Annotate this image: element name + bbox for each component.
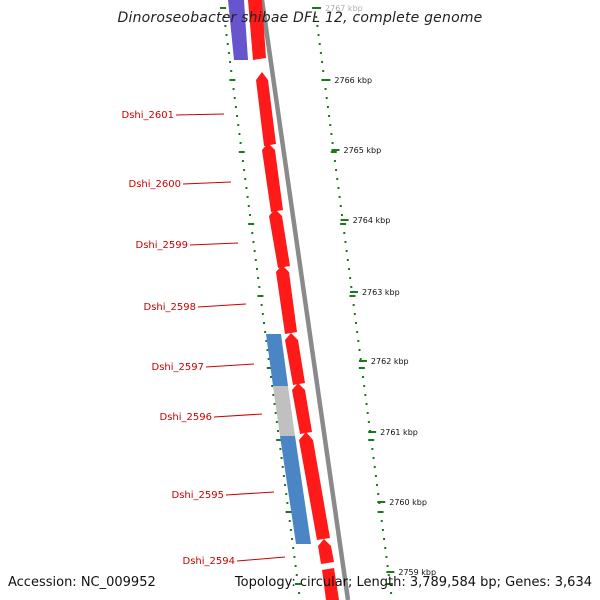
ruler-label: 2763 kbp xyxy=(362,288,400,297)
gene-leader-line xyxy=(225,491,275,496)
gene-arrow-dshi-2598 xyxy=(276,265,297,334)
gene-arrow-dshi-2599 xyxy=(269,209,290,268)
gene-arrow-dshi-2594 xyxy=(318,539,334,564)
topology-text: Topology: circular; Length: 3,789,584 bp… xyxy=(234,575,592,590)
ruler-label: 2764 kbp xyxy=(353,216,391,225)
gene-arrow-dshi-2601 xyxy=(256,72,276,146)
gene-label: Dshi_2596 xyxy=(160,412,212,423)
gene-leader-line xyxy=(189,242,239,246)
ruler-label: 2759 kbp xyxy=(398,568,436,577)
gene-block-dshi-2596 xyxy=(273,386,295,436)
gene-label: Dshi_2601 xyxy=(122,110,174,121)
gene-label: Dshi_2599 xyxy=(136,240,188,251)
genome-backbone xyxy=(259,0,351,600)
reverse-strand-genes xyxy=(228,0,311,544)
gene-label: Dshi_2594 xyxy=(183,556,235,567)
gene-label: Dshi_2598 xyxy=(144,302,196,313)
gene-label: Dshi_2597 xyxy=(152,362,204,373)
gene-block-purple xyxy=(228,0,248,60)
accession-text: Accession: NC_009952 xyxy=(8,575,156,590)
ruler-label: 2760 kbp xyxy=(389,498,427,507)
gene-arrow-top xyxy=(248,0,266,60)
ruler-label: 2767 kbp xyxy=(325,4,363,13)
gene-block-dshi-2595 xyxy=(280,436,311,544)
gene-leader-line xyxy=(205,363,255,368)
gene-arrow-dshi-2596b xyxy=(292,383,312,434)
ruler-label: 2762 kbp xyxy=(371,357,409,366)
gene-arrow-dshi-2597b xyxy=(285,333,305,385)
gene-leader-line xyxy=(175,113,225,116)
ruler-label: 2765 kbp xyxy=(344,146,382,155)
gene-leader-line xyxy=(213,413,263,418)
gene-arrow-bottom xyxy=(322,568,339,600)
inner-tick-ring xyxy=(220,7,301,594)
gene-labels: Dshi_2601 Dshi_2600 Dshi_2599 Dshi_2598 Dshi… xyxy=(122,110,286,567)
gene-arrow-dshi-2595b xyxy=(299,432,330,540)
gene-label: Dshi_2595 xyxy=(172,490,224,501)
gene-leader-line xyxy=(182,181,232,185)
gene-label: Dshi_2600 xyxy=(129,179,181,190)
gene-block-dshi-2597 xyxy=(266,334,288,386)
gene-arrow-dshi-2600 xyxy=(262,143,283,212)
forward-strand-genes xyxy=(248,0,339,600)
map-title: Dinoroseobacter shibae DFL 12, complete … xyxy=(117,10,483,26)
ruler-label: 2761 kbp xyxy=(380,428,418,437)
gene-leader-line xyxy=(236,556,286,562)
ruler-label: 2766 kbp xyxy=(334,76,372,85)
outer-tick-ring xyxy=(312,7,393,594)
ruler-labels: 2767 kbp 2766 kbp 2765 kbp 2764 kbp 2763 kbp… xyxy=(313,4,436,577)
gene-leader-line xyxy=(197,303,247,308)
